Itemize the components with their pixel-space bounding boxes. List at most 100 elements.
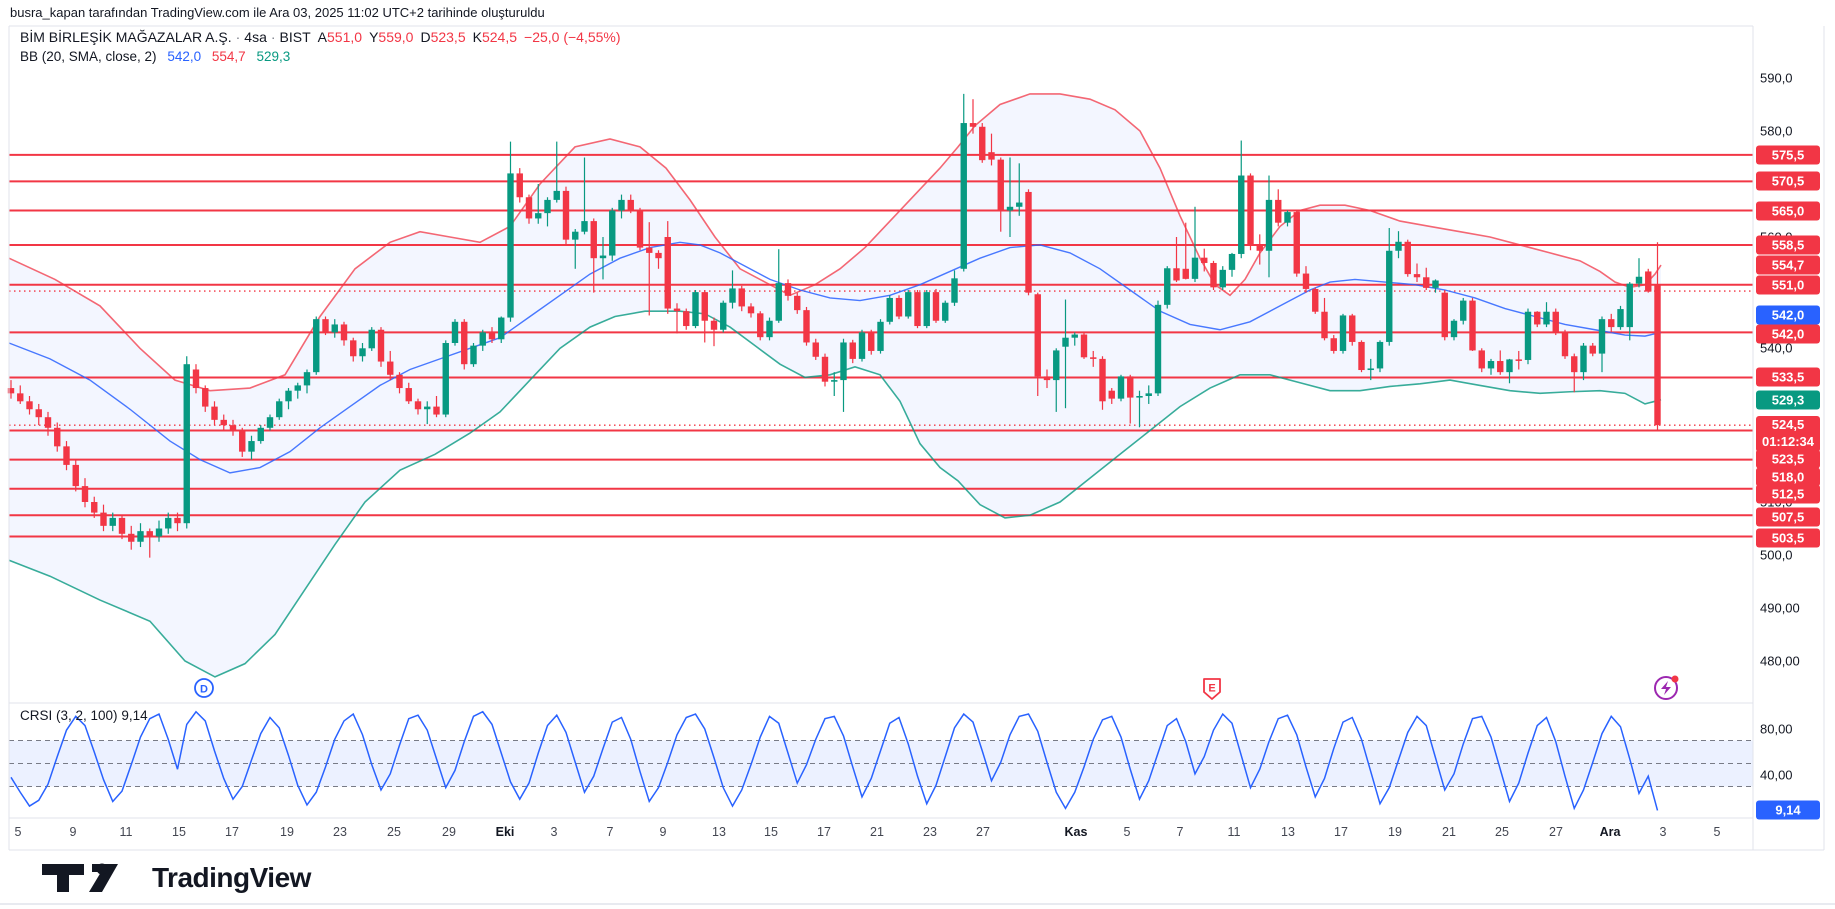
candle-body[interactable] bbox=[17, 393, 24, 402]
candle-body[interactable] bbox=[276, 401, 283, 418]
candle-body[interactable] bbox=[1635, 276, 1643, 284]
candle-body[interactable] bbox=[405, 388, 412, 402]
interval-label[interactable]: 4sa bbox=[244, 29, 267, 45]
candle-body[interactable] bbox=[7, 388, 15, 394]
bb-lower-line[interactable] bbox=[8, 310, 1662, 678]
x-axis-tick-21[interactable]: 21 bbox=[1442, 825, 1456, 839]
candle-body[interactable] bbox=[81, 486, 89, 502]
candle-body[interactable] bbox=[1358, 341, 1365, 371]
candle-body[interactable] bbox=[220, 419, 227, 426]
candle-body[interactable] bbox=[266, 417, 274, 428]
candle-body[interactable] bbox=[516, 173, 523, 198]
x-axis-tick-7[interactable]: 7 bbox=[1176, 825, 1184, 839]
candle-body[interactable] bbox=[683, 311, 690, 327]
candle-body[interactable] bbox=[451, 321, 459, 343]
candle-body[interactable] bbox=[1284, 212, 1291, 223]
candle-body[interactable] bbox=[1506, 359, 1513, 373]
candle-body[interactable] bbox=[627, 199, 634, 211]
x-axis-tick-Kas[interactable]: Kas bbox=[1064, 825, 1088, 839]
candle-body[interactable] bbox=[1275, 199, 1282, 223]
candle-body[interactable] bbox=[331, 324, 338, 333]
symbol-title[interactable]: BİM BİRLEŞİK MAĞAZALAR A.Ş. bbox=[20, 29, 232, 45]
x-axis-tick-13[interactable]: 13 bbox=[712, 825, 726, 839]
candle-body[interactable] bbox=[646, 247, 653, 253]
candle-body[interactable] bbox=[1321, 311, 1328, 339]
candle-body[interactable] bbox=[673, 308, 681, 312]
candle-body[interactable] bbox=[710, 320, 718, 330]
candle-body[interactable] bbox=[424, 406, 431, 410]
candle-body[interactable] bbox=[1561, 332, 1569, 357]
candle-body[interactable] bbox=[766, 320, 773, 338]
candle-body[interactable] bbox=[1543, 311, 1550, 325]
candle-body[interactable] bbox=[692, 292, 699, 327]
candle-body[interactable] bbox=[988, 152, 995, 160]
candle-body[interactable] bbox=[1080, 334, 1088, 358]
candle-body[interactable] bbox=[923, 292, 930, 327]
candle-body[interactable] bbox=[747, 306, 755, 314]
exchange-label[interactable]: BIST bbox=[279, 29, 311, 45]
candle-body[interactable] bbox=[1580, 345, 1587, 373]
candle-body[interactable] bbox=[655, 252, 662, 259]
candle-body[interactable] bbox=[35, 409, 42, 418]
candle-body[interactable] bbox=[1238, 175, 1245, 254]
candle-body[interactable] bbox=[553, 190, 560, 200]
candle-body[interactable] bbox=[239, 430, 246, 452]
candle-body[interactable] bbox=[1524, 311, 1532, 360]
candle-body[interactable] bbox=[146, 531, 153, 537]
candle-body[interactable] bbox=[350, 340, 357, 357]
candle-body[interactable] bbox=[581, 221, 588, 232]
candle-body[interactable] bbox=[1330, 338, 1337, 351]
x-axis-tick-Ara[interactable]: Ara bbox=[1599, 825, 1621, 839]
candle-body[interactable] bbox=[257, 427, 264, 442]
candle-body[interactable] bbox=[1219, 269, 1226, 288]
candle-body[interactable] bbox=[525, 197, 533, 219]
x-axis-tick-5[interactable]: 5 bbox=[1713, 825, 1721, 839]
candle-body[interactable] bbox=[997, 159, 1004, 211]
candle-body[interactable] bbox=[368, 329, 375, 349]
candle-body[interactable] bbox=[1617, 309, 1624, 328]
candle-body[interactable] bbox=[886, 297, 893, 322]
candle-body[interactable] bbox=[1312, 288, 1319, 312]
x-axis-tick-17[interactable]: 17 bbox=[1334, 825, 1348, 839]
candle-body[interactable] bbox=[905, 292, 912, 317]
candle-body[interactable] bbox=[729, 288, 736, 303]
candle-body[interactable] bbox=[1460, 300, 1467, 321]
candle-body[interactable] bbox=[1302, 273, 1310, 289]
candle-body[interactable] bbox=[877, 321, 884, 351]
candle-body[interactable] bbox=[1404, 241, 1411, 275]
candle-body[interactable] bbox=[479, 332, 486, 346]
candle-body[interactable] bbox=[895, 297, 903, 317]
x-axis-tick-15[interactable]: 15 bbox=[172, 825, 186, 839]
x-axis-tick-5[interactable]: 5 bbox=[14, 825, 22, 839]
candle-body[interactable] bbox=[609, 210, 616, 256]
candle-body[interactable] bbox=[636, 210, 644, 248]
candle-body[interactable] bbox=[91, 502, 98, 513]
candle-body[interactable] bbox=[1016, 202, 1023, 207]
candle-body[interactable] bbox=[54, 427, 61, 447]
candle-body[interactable] bbox=[1099, 358, 1106, 402]
candle-body[interactable] bbox=[1478, 350, 1485, 369]
candle-body[interactable] bbox=[969, 123, 977, 127]
candle-body[interactable] bbox=[1090, 357, 1097, 359]
candle-body[interactable] bbox=[414, 401, 422, 410]
candle-body[interactable] bbox=[118, 517, 126, 534]
candle-body[interactable] bbox=[1293, 212, 1300, 274]
candle-body[interactable] bbox=[26, 401, 33, 410]
candle-body[interactable] bbox=[1515, 359, 1522, 361]
candle-body[interactable] bbox=[1645, 271, 1652, 292]
candle-body[interactable] bbox=[803, 310, 810, 343]
candle-body[interactable] bbox=[1423, 277, 1430, 288]
x-axis-tick-25[interactable]: 25 bbox=[387, 825, 401, 839]
candle-body[interactable] bbox=[858, 332, 866, 359]
candle-body[interactable] bbox=[1034, 294, 1041, 377]
candle-body[interactable] bbox=[1626, 283, 1633, 328]
candle-body[interactable] bbox=[1654, 284, 1661, 426]
candle-body[interactable] bbox=[313, 319, 320, 373]
candle-body[interactable] bbox=[1571, 356, 1578, 373]
candle-body[interactable] bbox=[1201, 257, 1208, 263]
candle-body[interactable] bbox=[849, 342, 856, 359]
candle-body[interactable] bbox=[701, 292, 708, 321]
candle-body[interactable] bbox=[942, 302, 949, 321]
candle-body[interactable] bbox=[562, 190, 570, 240]
